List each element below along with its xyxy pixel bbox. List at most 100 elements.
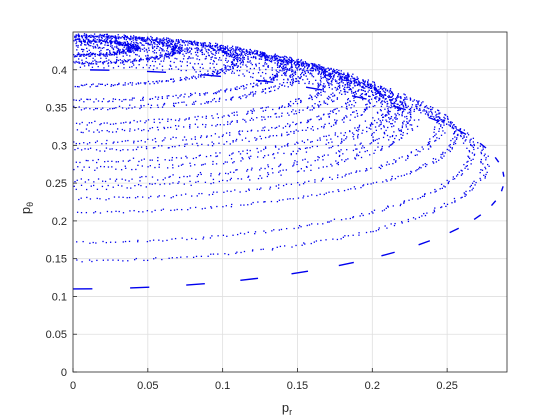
orbit-point	[137, 46, 139, 49]
orbit-point	[159, 183, 161, 186]
orbit-point	[146, 36, 149, 38]
orbit-point	[450, 139, 452, 142]
orbit-point	[440, 156, 442, 158]
orbit-point	[372, 140, 375, 142]
orbit-point	[81, 42, 83, 45]
orbit-point	[342, 236, 345, 238]
orbit-point	[143, 37, 145, 39]
orbit-point	[387, 126, 389, 129]
orbit-point	[384, 92, 386, 94]
orbit-point	[279, 170, 281, 172]
orbit-point	[177, 39, 180, 41]
orbit-point	[264, 118, 266, 121]
orbit-point	[269, 60, 272, 62]
orbit-point	[253, 82, 255, 84]
orbit-point	[338, 82, 341, 84]
orbit-point	[269, 186, 272, 188]
orbit-point	[218, 142, 220, 144]
orbit-point	[90, 42, 92, 44]
orbit-point	[329, 77, 332, 79]
orbit-point	[120, 169, 123, 171]
orbit-point	[297, 150, 299, 152]
orbit-point	[364, 150, 366, 153]
orbit-point	[204, 73, 206, 75]
orbit-point	[83, 63, 85, 65]
orbit-point	[379, 95, 381, 97]
orbit-point	[339, 77, 341, 79]
orbit-point	[395, 118, 397, 120]
orbit-point	[340, 78, 342, 80]
orbit-point	[177, 50, 179, 52]
orbit-point	[297, 62, 299, 64]
orbit-point	[308, 82, 310, 85]
orbit-point	[344, 102, 347, 104]
orbit-point	[121, 178, 123, 180]
orbit-point	[282, 184, 285, 187]
orbit-point	[340, 132, 342, 134]
orbit-point	[262, 110, 264, 112]
orbit-point	[409, 107, 412, 110]
orbit-point	[226, 190, 228, 192]
orbit-point	[339, 151, 341, 153]
orbit-point	[279, 64, 281, 67]
orbit-point	[81, 59, 83, 61]
orbit-point	[96, 53, 99, 56]
orbit-point	[419, 109, 421, 111]
orbit-point	[237, 48, 240, 51]
orbit-point	[146, 259, 149, 262]
orbit-point	[163, 58, 165, 60]
orbit-point	[157, 82, 159, 84]
orbit-point	[473, 180, 475, 182]
orbit-point	[191, 195, 193, 197]
orbit-point	[308, 180, 310, 182]
orbit-point	[374, 84, 376, 86]
orbit-point	[80, 55, 82, 57]
orbit-point	[471, 189, 473, 191]
orbit-point	[210, 51, 212, 53]
orbit-point	[343, 139, 345, 141]
orbit-point	[313, 64, 316, 66]
orbit-point	[240, 61, 242, 63]
orbit-point	[185, 41, 187, 43]
orbit-point	[114, 180, 117, 182]
orbit-point	[180, 79, 182, 81]
orbit-point	[436, 121, 439, 123]
orbit-point	[203, 76, 205, 78]
orbit-point	[332, 238, 334, 240]
orbit-point	[92, 39, 94, 41]
orbit-point	[133, 119, 135, 122]
orbit-point	[370, 125, 372, 127]
orbit-point	[362, 86, 364, 88]
orbit-point	[221, 51, 224, 53]
orbit-point	[289, 56, 291, 58]
orbit-point	[95, 63, 97, 65]
orbit-point	[325, 239, 327, 241]
orbit-point	[153, 82, 155, 85]
orbit-point	[263, 129, 265, 132]
orbit-point	[258, 80, 260, 83]
orbit-point	[151, 139, 154, 141]
orbit-point	[273, 86, 275, 88]
orbit-point	[232, 51, 234, 53]
orbit-point	[177, 41, 179, 43]
orbit-point	[165, 56, 168, 58]
orbit-point	[229, 47, 231, 49]
orbit-point	[108, 198, 110, 200]
orbit-point	[99, 60, 102, 63]
orbit-point	[140, 104, 142, 107]
orbit-point	[89, 198, 92, 200]
orbit-point	[343, 88, 345, 90]
orbit-point	[215, 155, 217, 158]
orbit-point	[446, 148, 448, 151]
orbit-point	[315, 64, 317, 66]
orbit-point	[157, 179, 159, 181]
orbit-point	[391, 134, 394, 137]
orbit-point	[247, 58, 249, 61]
orbit-point	[359, 83, 361, 85]
orbit-point	[330, 163, 332, 166]
orbit-point	[324, 73, 327, 76]
orbit-point	[259, 135, 261, 138]
orbit-point	[143, 47, 146, 49]
orbit-point	[226, 161, 228, 163]
orbit-point	[245, 96, 247, 99]
